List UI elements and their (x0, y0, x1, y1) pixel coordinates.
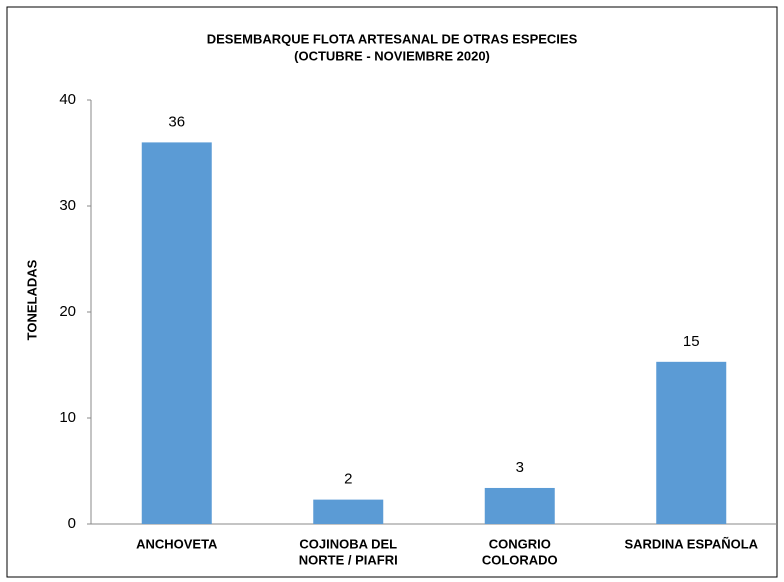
bar (313, 499, 384, 524)
y-tick-label: 20 (59, 303, 76, 320)
x-tick-label: CONGRIO (489, 536, 551, 551)
y-axis-label: TONELADAS (24, 259, 39, 340)
data-label: 36 (168, 113, 185, 130)
chart-title: DESEMBARQUE FLOTA ARTESANAL DE OTRAS ESP… (207, 31, 578, 46)
bar (141, 142, 212, 524)
x-tick-label: COLORADO (482, 552, 558, 567)
data-label: 3 (516, 459, 524, 476)
bar (656, 361, 727, 524)
y-tick-label: 30 (59, 197, 76, 214)
x-tick-label: NORTE / PIAFRI (299, 552, 398, 567)
y-tick-label: 10 (59, 409, 76, 426)
y-tick-label: 0 (68, 515, 76, 532)
bar (484, 487, 555, 524)
x-tick-label: COJINOBA DEL (299, 536, 397, 551)
chart-border (6, 6, 778, 578)
x-tick-label: ANCHOVETA (136, 536, 218, 551)
chart-subtitle: (OCTUBRE - NOVIEMBRE 2020) (294, 48, 490, 63)
data-label: 2 (344, 471, 352, 488)
x-tick-label: SARDINA ESPAÑOLA (624, 536, 758, 551)
data-label: 15 (683, 333, 700, 350)
y-tick-label: 40 (59, 91, 76, 108)
